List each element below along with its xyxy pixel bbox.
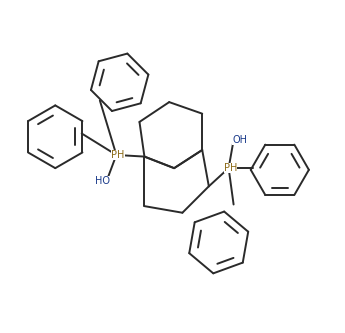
Text: PH: PH bbox=[111, 150, 125, 160]
Text: OH: OH bbox=[232, 135, 247, 145]
Text: HO: HO bbox=[95, 176, 110, 186]
Text: PH: PH bbox=[224, 163, 237, 173]
